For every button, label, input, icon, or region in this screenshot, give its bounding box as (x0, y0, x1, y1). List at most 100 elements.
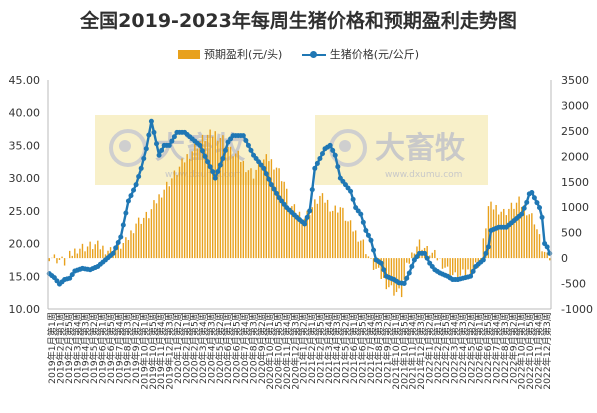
x-axis-tick-label: 2019年11月第4周 (155, 312, 167, 390)
bar (446, 258, 449, 267)
bar (194, 143, 196, 259)
bar (234, 153, 237, 259)
legend-label-price: 生猪价格(元/公斤) (329, 48, 420, 61)
bar (337, 212, 339, 259)
bar (311, 207, 313, 259)
price-point (156, 152, 162, 158)
price-point (348, 188, 354, 194)
bar (306, 210, 308, 259)
bar (204, 141, 206, 259)
bar (434, 249, 436, 259)
bar (482, 238, 485, 259)
bar (408, 258, 410, 264)
bar (400, 258, 403, 298)
left-axis-tick-label: 10.00 (9, 303, 41, 316)
price-point (524, 199, 530, 205)
bar (298, 211, 301, 259)
bar (53, 254, 56, 259)
bar (56, 258, 58, 264)
bar (71, 255, 73, 259)
bar (485, 228, 487, 259)
price-point (304, 214, 310, 220)
bar (523, 204, 525, 259)
bar (375, 258, 377, 269)
x-axis-tick-label: 2020年9月第2周 (256, 312, 268, 384)
bar (280, 181, 283, 259)
bar (469, 258, 472, 276)
bar (296, 214, 298, 259)
bar (79, 248, 81, 259)
legend-item-price: 生猪价格(元/公斤) (301, 46, 420, 62)
bar (76, 253, 79, 259)
x-axis-tick-label: 2021年10月第5周 (398, 312, 410, 390)
price-point (151, 129, 157, 135)
price-point (118, 234, 124, 240)
price-point (240, 133, 246, 139)
bar (360, 240, 362, 259)
bar (467, 258, 469, 270)
bar (474, 258, 477, 263)
x-axis-tick-label: 2020年6月第5周 (231, 312, 243, 384)
bar (186, 154, 188, 259)
bar (309, 215, 311, 259)
price-point (404, 275, 410, 281)
price-point (358, 211, 364, 217)
price-point (529, 190, 535, 196)
bar (158, 194, 160, 259)
bar (354, 230, 357, 259)
bar (97, 240, 99, 259)
bar (533, 224, 536, 259)
price-point (363, 227, 369, 233)
bar (117, 242, 119, 259)
bar (451, 258, 454, 276)
x-axis-tick-label: 2022年11月第4周 (532, 312, 544, 390)
bar (301, 221, 303, 259)
price-point (205, 159, 211, 165)
bar (104, 254, 107, 259)
right-axis-tick-label: -500 (561, 278, 586, 291)
bar (91, 249, 94, 259)
x-axis-tick-label: 2020年1月第2周 (172, 312, 184, 384)
bar (257, 161, 260, 259)
price-point (113, 245, 119, 251)
x-axis-tick-label: 2021年2月第5周 (314, 312, 326, 384)
bar (209, 129, 211, 259)
bar (536, 229, 538, 259)
bar (178, 166, 181, 259)
x-axis-tick-label: 2022年12月第3周 (541, 312, 553, 390)
bar (127, 239, 130, 259)
bar (515, 202, 518, 259)
price-point (544, 244, 550, 250)
bar (472, 258, 474, 270)
bar (229, 146, 232, 259)
bar (120, 248, 122, 259)
price-point (332, 152, 338, 158)
bar (99, 249, 102, 259)
bar (191, 151, 193, 259)
bar (543, 251, 546, 259)
bar (273, 169, 275, 259)
right-axis-tick-label: 2500 (561, 125, 589, 138)
bar (549, 258, 551, 261)
x-axis-tick-label: 2022年5月第2周 (465, 312, 477, 384)
price-point (271, 186, 277, 192)
x-axis-tick-label: 2019年6月第1周 (96, 312, 108, 384)
bar (326, 199, 329, 259)
bar (153, 200, 155, 259)
bar (319, 195, 321, 259)
price-point (243, 138, 249, 144)
bar (219, 137, 222, 259)
left-axis-tick-label: 35.00 (9, 139, 41, 152)
watermark-logo-icon-inner (339, 140, 351, 152)
bar (436, 258, 439, 261)
x-axis-tick-label: 2022年6月第5周 (482, 312, 494, 384)
bar (495, 204, 497, 259)
x-axis-tick-label: 2020年2月第1周 (180, 312, 192, 384)
bar (171, 178, 173, 259)
left-axis-tick-label: 25.00 (9, 205, 41, 218)
bar (431, 252, 433, 259)
bar (74, 248, 76, 259)
bar (538, 234, 541, 259)
bar (143, 217, 145, 259)
bar (150, 209, 153, 259)
